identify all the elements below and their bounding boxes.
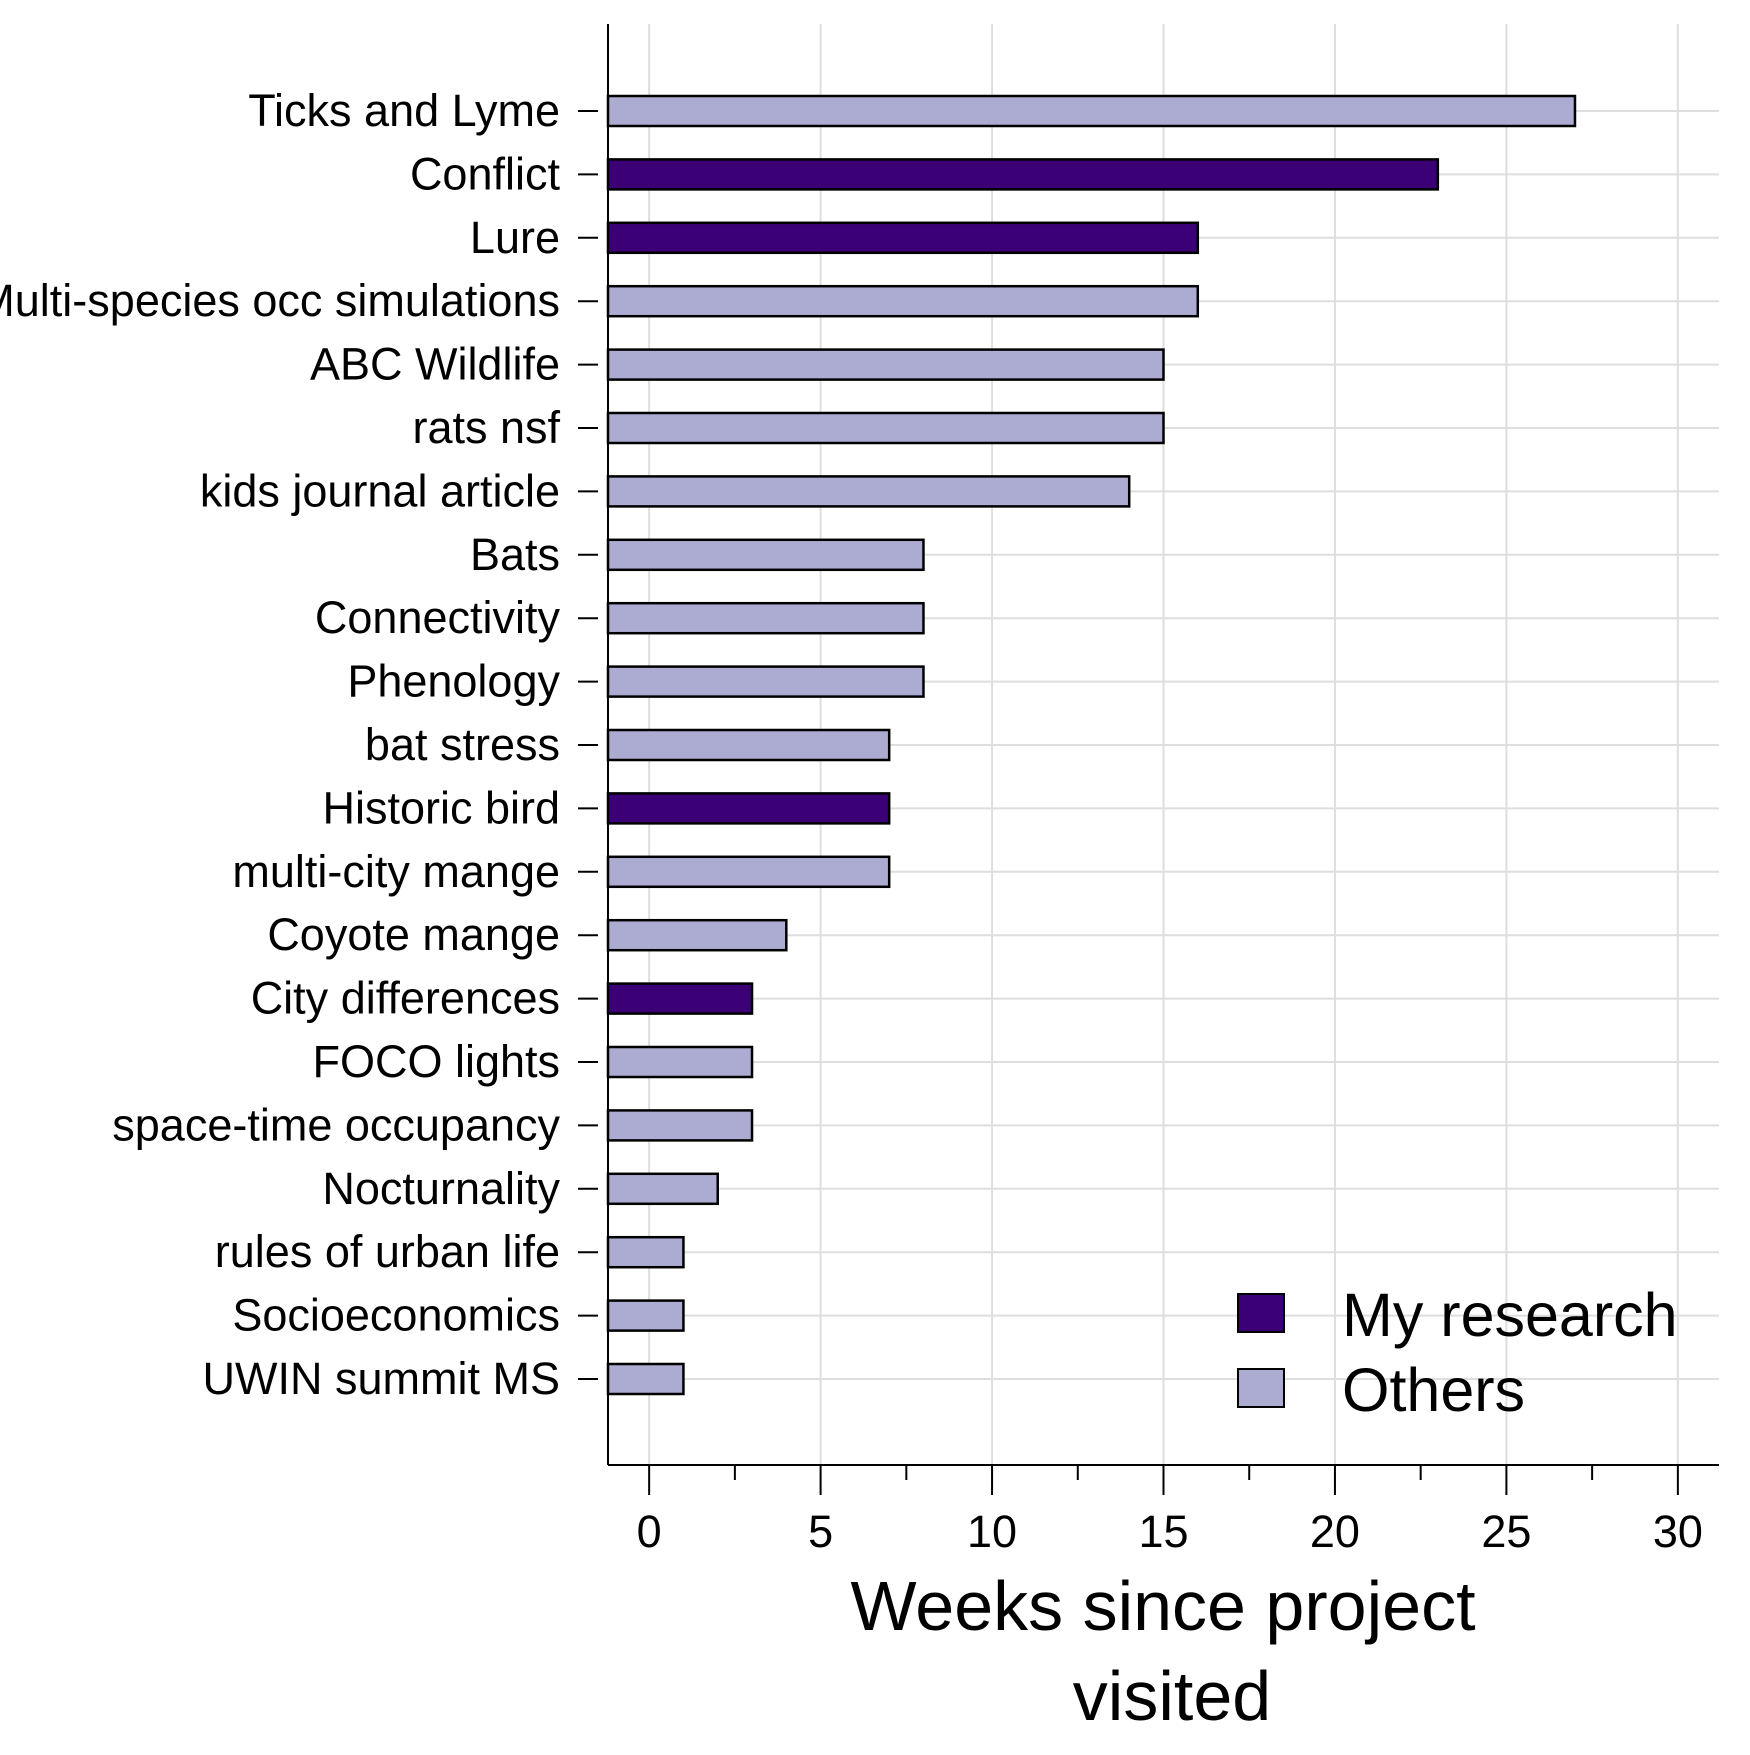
y-tick-label: multi-city mange — [232, 846, 560, 897]
legend: My research Others — [1237, 1281, 1678, 1424]
y-tick-label: bat stress — [365, 719, 560, 770]
bar — [606, 538, 925, 572]
x-tick-label: 15 — [1138, 1506, 1188, 1557]
y-tick-label: Nocturnality — [322, 1163, 560, 1214]
labels: Ticks and Lyme Conflict Lure Multi-species … — [0, 85, 1703, 1557]
bar — [606, 94, 1577, 128]
bar — [606, 1299, 685, 1332]
y-tick-label: Socioeconomics — [232, 1290, 560, 1341]
bar — [606, 1045, 754, 1079]
y-tick-label: kids journal article — [200, 465, 560, 516]
bar — [606, 221, 1200, 255]
bar — [606, 855, 891, 889]
y-tick-label: Historic bird — [322, 782, 560, 833]
y-tick-label: rats nsf — [412, 402, 560, 453]
x-axis-title: Weeks since project — [850, 1567, 1475, 1645]
bar — [606, 158, 1440, 191]
bar — [606, 601, 925, 635]
bar — [606, 982, 754, 1015]
x-tick-label: 10 — [967, 1506, 1017, 1557]
y-tick-label: Conflict — [410, 148, 561, 199]
x-tick-label: 5 — [808, 1506, 833, 1557]
bar — [606, 728, 891, 762]
bar — [606, 1235, 685, 1269]
bar — [606, 411, 1165, 445]
bar — [606, 1172, 719, 1206]
x-tick-label: 20 — [1310, 1506, 1360, 1557]
y-tick-label: FOCO lights — [312, 1036, 560, 1087]
legend-swatch-others — [1237, 1368, 1285, 1408]
ticks — [578, 110, 1679, 1495]
bar — [606, 918, 788, 952]
y-tick-label: ABC Wildlife — [310, 339, 560, 390]
bar — [606, 348, 1165, 381]
y-tick-label: UWIN summit MS — [203, 1353, 560, 1404]
y-tick-label: Connectivity — [315, 592, 561, 643]
x-tick-label: 25 — [1481, 1506, 1531, 1557]
y-tick-label: Bats — [470, 529, 560, 580]
bars — [606, 94, 1577, 1396]
bar — [606, 665, 925, 698]
bar — [606, 1109, 754, 1142]
y-tick-label: Multi-species occ simulations — [0, 275, 560, 326]
legend-swatch-my-research — [1237, 1293, 1285, 1333]
bar — [606, 284, 1200, 318]
y-tick-label: rules of urban life — [215, 1226, 560, 1277]
y-tick-label: Lure — [470, 212, 560, 263]
bar — [606, 475, 1131, 508]
legend-label-my-research: My research — [1342, 1281, 1678, 1349]
x-tick-label: 30 — [1653, 1506, 1703, 1557]
y-tick-label: Phenology — [347, 656, 560, 707]
y-tick-label: Coyote mange — [267, 909, 560, 960]
legend-label-others: Others — [1342, 1356, 1525, 1424]
bar — [606, 1362, 685, 1396]
y-tick-label: Ticks and Lyme — [248, 85, 560, 136]
x-axis-title-line-2: visited — [1073, 1657, 1271, 1735]
y-tick-label: City differences — [251, 973, 560, 1024]
x-tick-label: 0 — [637, 1506, 662, 1557]
bar — [606, 792, 891, 825]
y-tick-label: space-time occupancy — [112, 1099, 560, 1150]
